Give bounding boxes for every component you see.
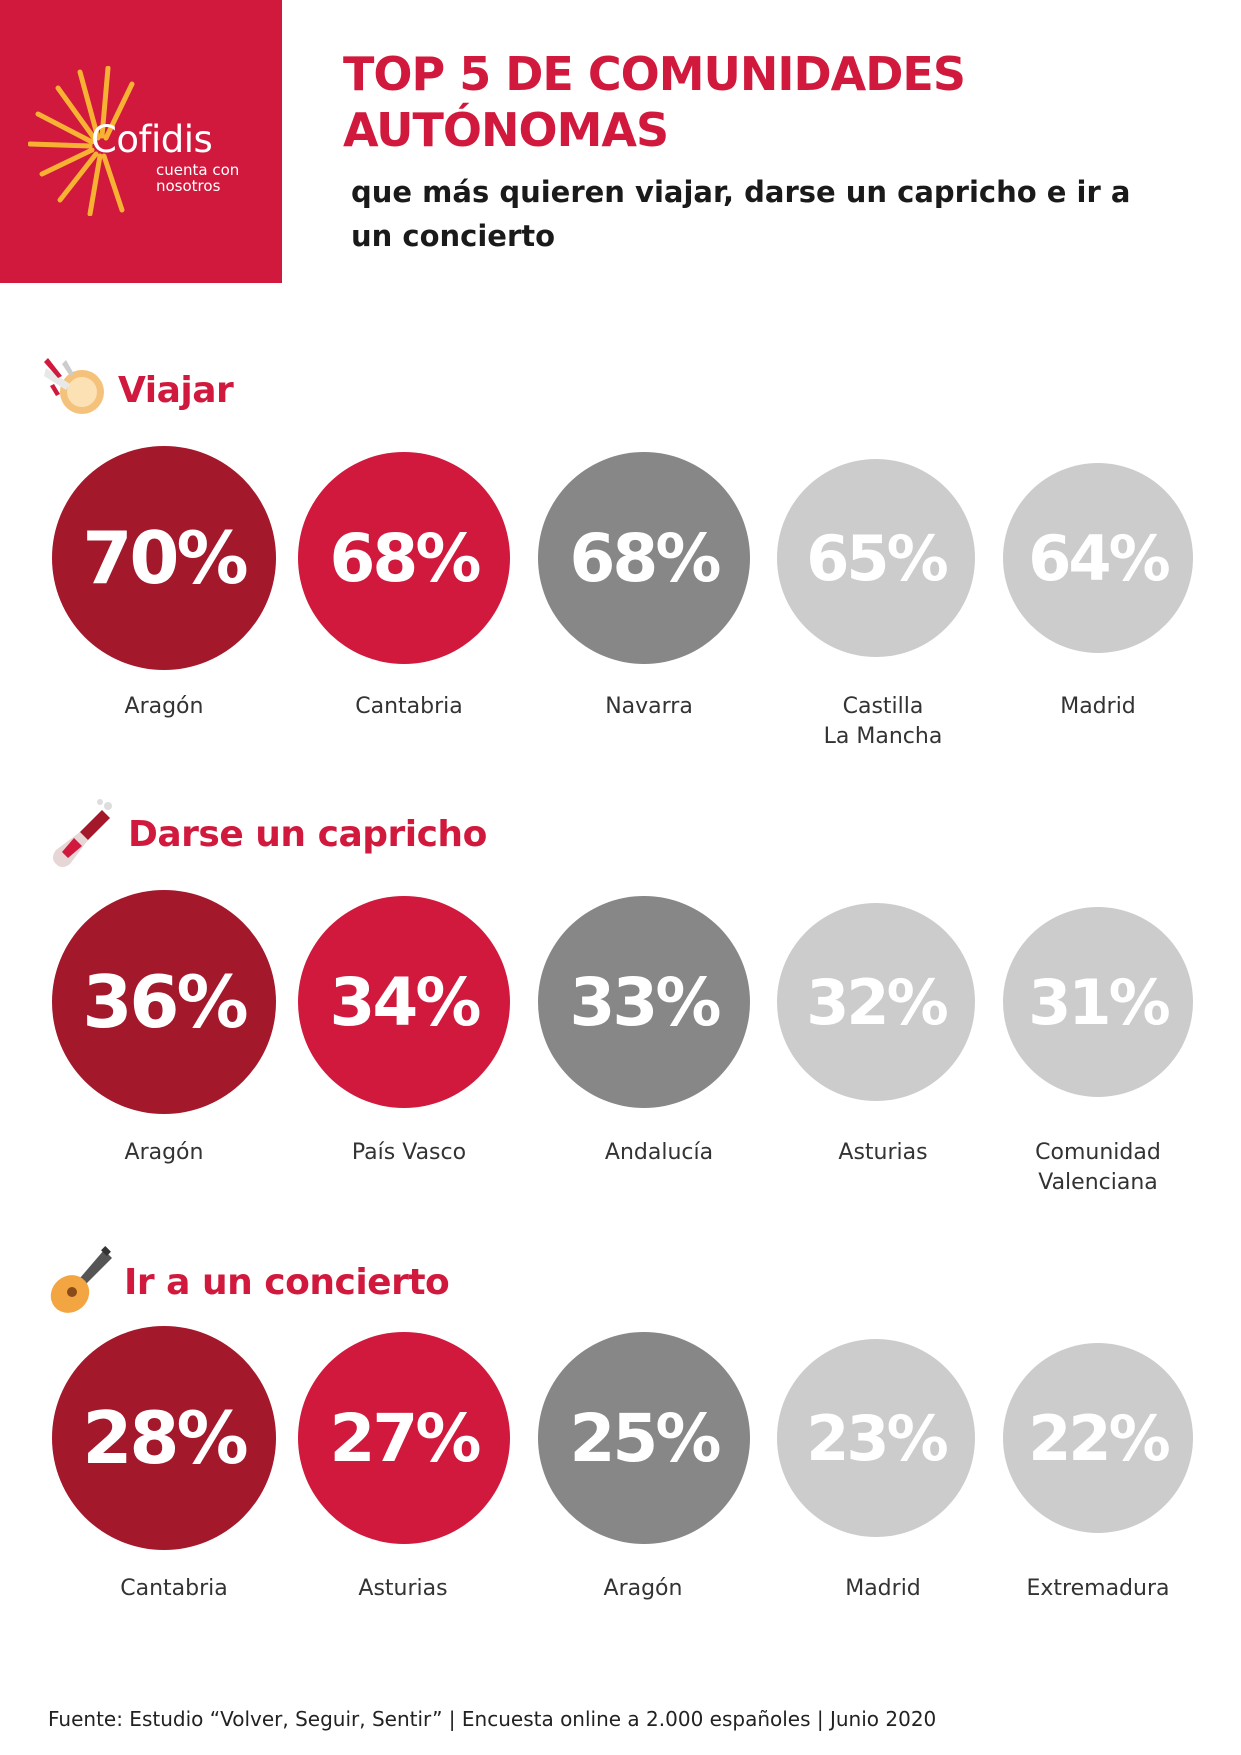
stat-circle-rank1: 36% xyxy=(52,890,276,1114)
section-heading-concierto: Ir a un concierto xyxy=(46,1246,450,1318)
region-label: Asturias xyxy=(358,1576,448,1601)
champagne-bottle-icon xyxy=(53,799,112,867)
section-heading-capricho: Darse un capricho xyxy=(50,798,487,870)
sun-icon xyxy=(28,66,135,216)
region-label: Aragón xyxy=(124,694,204,719)
section-title: Ir a un concierto xyxy=(124,1261,450,1303)
region-label: Aragón xyxy=(603,1576,683,1601)
region-label: Aragón xyxy=(124,1140,204,1165)
stat-circle-rank3: 68% xyxy=(538,452,750,664)
stat-circle-rank2: 34% xyxy=(298,896,510,1108)
brand-tagline: cuenta con nosotros xyxy=(156,161,240,195)
stat-circle-rank5: 64% xyxy=(1003,463,1193,653)
region-label: Cantabria xyxy=(120,1576,228,1601)
region-label: Comunidad Valenciana xyxy=(1035,1140,1161,1195)
stat-circle-rank4: 65% xyxy=(777,459,975,657)
logo-block: Cofidis cuenta con nosotros xyxy=(0,0,282,283)
stat-circle-rank2: 68% xyxy=(298,452,510,664)
page-title: TOP 5 DE COMUNIDADES AUTÓNOMAS xyxy=(343,47,966,157)
section-title: Viajar xyxy=(118,369,234,411)
region-label: Madrid xyxy=(845,1576,921,1601)
region-label: Extremadura xyxy=(1026,1576,1170,1601)
section-title: Darse un capricho xyxy=(128,813,487,855)
stat-circle-rank5: 22% xyxy=(1003,1343,1193,1533)
region-label: Madrid xyxy=(1060,694,1136,719)
source-footnote: Fuente: Estudio “Volver, Seguir, Sentir”… xyxy=(48,1707,937,1731)
section-heading-viajar: Viajar xyxy=(40,354,234,426)
stat-circle-rank2: 27% xyxy=(298,1332,510,1544)
stat-circle-rank4: 32% xyxy=(777,903,975,1101)
guitar-icon xyxy=(50,1246,112,1313)
region-label: Castilla La Mancha xyxy=(823,694,943,749)
stat-circle-rank3: 33% xyxy=(538,896,750,1108)
brand-name: Cofidis xyxy=(91,118,213,161)
region-label: Asturias xyxy=(838,1140,928,1165)
region-label: Navarra xyxy=(605,694,693,719)
plane-globe-icon xyxy=(44,358,104,414)
stat-circle-rank1: 70% xyxy=(52,446,276,670)
region-label: País Vasco xyxy=(351,1140,467,1165)
region-label: Andalucía xyxy=(604,1140,714,1165)
stat-circle-rank5: 31% xyxy=(1003,907,1193,1097)
stat-circle-rank4: 23% xyxy=(777,1339,975,1537)
stat-circle-rank3: 25% xyxy=(538,1332,750,1544)
stat-circle-rank1: 28% xyxy=(52,1326,276,1550)
page-subtitle: que más quieren viajar, darse un caprich… xyxy=(351,175,1131,253)
region-label: Cantabria xyxy=(355,694,463,719)
